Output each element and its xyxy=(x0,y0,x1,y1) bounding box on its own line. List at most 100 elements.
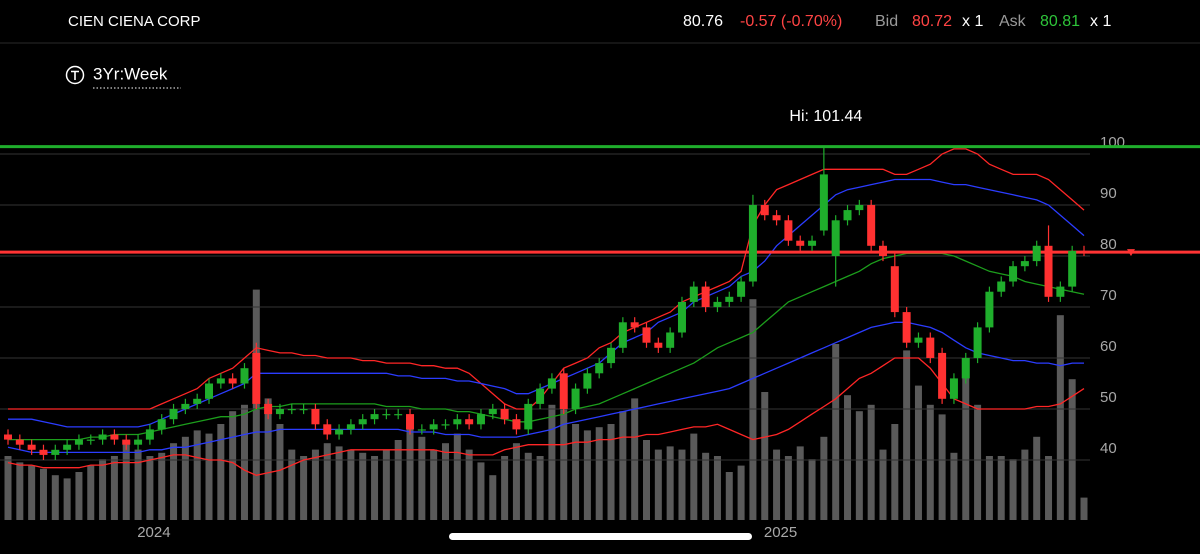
candle-body xyxy=(961,358,970,379)
candle-body xyxy=(914,337,923,343)
volume-bar xyxy=(300,456,308,520)
volume-bar xyxy=(832,344,840,520)
volume-bar xyxy=(643,440,651,520)
volume-bar xyxy=(595,427,603,520)
candle-body xyxy=(630,322,639,328)
candle-body xyxy=(784,220,793,241)
candle-body xyxy=(808,240,817,246)
volume-bar xyxy=(217,424,225,520)
volume-bar xyxy=(63,478,71,520)
volume-bar xyxy=(1009,459,1017,520)
candle-body xyxy=(488,409,497,415)
volume-bar xyxy=(607,424,615,520)
volume-bar xyxy=(737,465,745,520)
volume-bar xyxy=(394,440,402,520)
range-icon xyxy=(65,65,85,85)
volume-bar xyxy=(808,459,816,520)
candle-body xyxy=(27,444,36,450)
candle-body xyxy=(157,419,166,430)
volume-bar xyxy=(229,411,237,520)
candle-body xyxy=(323,424,332,435)
volume-bar xyxy=(891,424,899,520)
range-icon-glyph xyxy=(71,70,79,80)
candle-body xyxy=(1044,245,1053,297)
candle-body xyxy=(264,403,273,415)
volume-bar xyxy=(690,433,698,520)
volume-bar xyxy=(773,449,781,520)
volume-bar xyxy=(749,299,757,520)
volume-bar xyxy=(938,414,946,520)
volume-bar xyxy=(347,449,355,520)
candle-body xyxy=(205,383,214,399)
symbol: CIEN CIENA CORP xyxy=(68,13,201,30)
volume-bar xyxy=(489,475,497,520)
range-selector[interactable]: 3Yr:Week xyxy=(65,64,182,89)
candle-body xyxy=(725,296,734,302)
volume-bar xyxy=(39,468,47,520)
bid-size: x 1 xyxy=(962,13,983,30)
candle-body xyxy=(4,434,12,440)
volume-bar xyxy=(382,449,390,520)
candle-body xyxy=(819,174,828,231)
ask-label: Ask xyxy=(999,13,1027,30)
volume-bar xyxy=(359,452,367,520)
candle-body xyxy=(890,266,899,313)
candle-body xyxy=(382,414,391,416)
candle-body xyxy=(441,424,450,426)
ask-size: x 1 xyxy=(1090,13,1111,30)
candle-body xyxy=(216,378,225,384)
volume-bar xyxy=(75,472,83,520)
candle-body xyxy=(524,403,533,430)
volume-bar xyxy=(855,411,863,520)
volume-bar xyxy=(453,433,461,520)
candle-body xyxy=(677,301,686,333)
candle-body xyxy=(559,373,568,409)
y-tick-label: 50 xyxy=(1100,389,1117,406)
volume-bar xyxy=(288,449,296,520)
candle-body xyxy=(666,332,675,348)
volume-bar xyxy=(524,452,532,520)
candle-body xyxy=(465,419,474,425)
candle-body xyxy=(878,245,887,256)
candle-body xyxy=(98,434,107,440)
last-price-marker xyxy=(1127,249,1135,257)
volume-bar xyxy=(784,456,792,520)
x-tick-label: 2025 xyxy=(764,524,797,541)
volume-bar xyxy=(560,392,568,520)
candle-body xyxy=(346,424,355,430)
candle-body xyxy=(51,449,60,455)
candle-body xyxy=(512,419,521,430)
volume-bar xyxy=(323,443,331,520)
band-line xyxy=(8,148,1085,410)
volume-bar xyxy=(205,433,213,520)
volume-bar xyxy=(844,395,852,520)
volume-bar xyxy=(181,436,189,520)
volume-bar xyxy=(465,449,473,520)
volume-bar xyxy=(926,404,934,520)
range-label[interactable]: 3Yr:Week xyxy=(93,64,168,83)
volume-bar xyxy=(264,398,272,520)
candle-body xyxy=(370,414,379,420)
candle-body xyxy=(1056,286,1065,297)
volume-bar xyxy=(654,449,662,520)
candle-body xyxy=(701,286,710,307)
y-tick-label: 40 xyxy=(1100,440,1117,457)
candle-body xyxy=(796,240,805,246)
volume-bar xyxy=(406,424,414,520)
x-tick-label: 2024 xyxy=(137,524,170,541)
volume-bar xyxy=(820,436,828,520)
candle-body xyxy=(607,347,616,364)
candle-body xyxy=(713,301,722,307)
volume-bar xyxy=(678,449,686,520)
band-line xyxy=(7,357,1085,476)
candle-body xyxy=(134,439,143,445)
candle-body xyxy=(145,429,154,440)
volume-bar xyxy=(796,446,804,520)
volume-bar xyxy=(441,443,449,520)
candle-body xyxy=(926,337,935,358)
candle-body xyxy=(1068,250,1077,287)
volume-bar xyxy=(631,398,639,520)
candle-body xyxy=(547,378,556,389)
candle-body xyxy=(949,378,958,399)
